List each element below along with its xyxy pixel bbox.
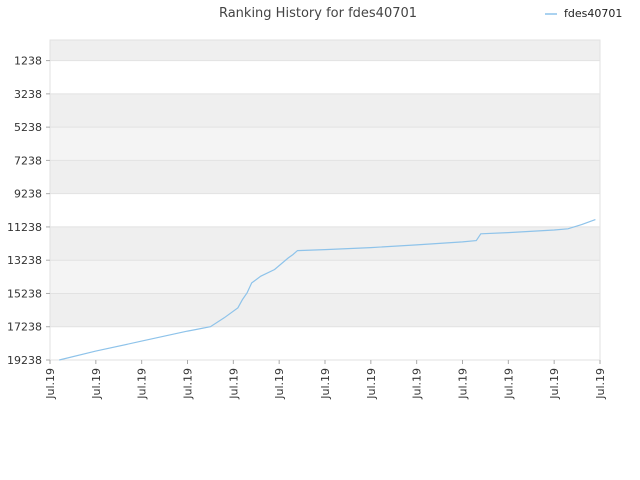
- x-tick-label: Jul.19: [227, 368, 240, 400]
- x-tick-label: Jul.19: [411, 368, 424, 400]
- plot-band: [50, 260, 600, 294]
- x-axis: Jul.19 Jul.19 Jul.19 Jul.19 Jul.19 Jul.19 Jul.…: [44, 360, 607, 400]
- x-tick-label: Jul.19: [502, 368, 515, 400]
- y-tick-label: 3238: [14, 88, 42, 101]
- y-axis: 1238 3238 5238 7238 9238 11238 13238 15238 17238…: [7, 55, 50, 367]
- legend: fdes40701: [545, 7, 622, 20]
- plot-band: [50, 326, 600, 360]
- y-tick-label: 9238: [14, 188, 42, 201]
- x-tick-label: Jul.19: [273, 368, 286, 400]
- plot-band: [50, 93, 600, 128]
- plot-band: [50, 40, 600, 61]
- plot-band: [50, 160, 600, 194]
- x-tick-label: Jul.19: [44, 368, 57, 400]
- legend-label: fdes40701: [564, 7, 622, 20]
- x-tick-label: Jul.19: [594, 368, 607, 400]
- plot-band: [50, 293, 600, 327]
- y-tick-label: 1238: [14, 55, 42, 68]
- series-layer: [59, 219, 596, 361]
- plot-bands: [50, 40, 600, 360]
- y-tick-label: 17238: [7, 321, 42, 334]
- x-tick-label: Jul.19: [319, 368, 332, 400]
- x-tick-label: Jul.19: [182, 368, 195, 400]
- y-tick-label: 7238: [14, 154, 42, 167]
- x-tick-label: Jul.19: [365, 368, 378, 400]
- x-tick-label: Jul.19: [90, 368, 103, 400]
- plot-band: [50, 127, 600, 161]
- x-tick-label: Jul.19: [136, 368, 149, 400]
- y-tick-label: 13238: [7, 254, 42, 267]
- series-line: [59, 219, 596, 361]
- x-tick-label: Jul.19: [548, 368, 561, 400]
- y-tick-label: 5238: [14, 121, 42, 134]
- plot-band: [50, 193, 600, 227]
- y-tick-label: 19238: [7, 354, 42, 367]
- y-tick-label: 11238: [7, 221, 42, 234]
- chart-title: Ranking History for fdes40701: [219, 6, 417, 21]
- y-tick-label: 15238: [7, 287, 42, 300]
- x-tick-label: Jul.19: [457, 368, 470, 400]
- plot-band: [50, 60, 600, 94]
